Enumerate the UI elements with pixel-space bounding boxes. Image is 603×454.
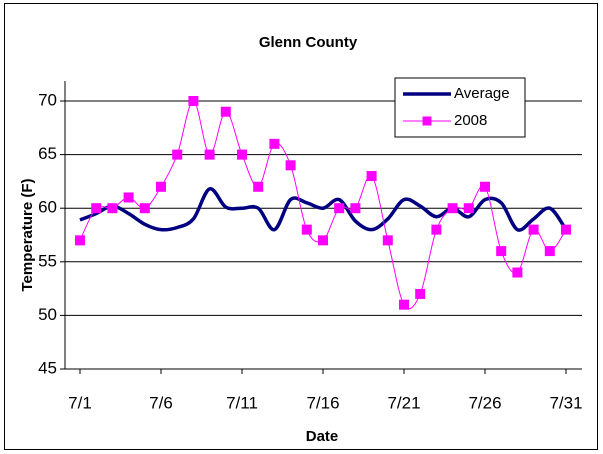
y-tick-label: 50	[38, 305, 57, 324]
chart-frame	[4, 3, 598, 450]
marker	[204, 149, 215, 160]
marker	[512, 267, 523, 278]
marker	[431, 224, 442, 235]
y-tick-label: 70	[38, 90, 57, 109]
marker	[366, 171, 377, 182]
marker	[318, 235, 328, 246]
marker	[334, 203, 345, 214]
marker	[269, 138, 280, 149]
marker	[91, 203, 102, 214]
marker	[301, 224, 312, 235]
x-tick-label: 7/6	[149, 393, 173, 412]
marker	[528, 224, 539, 235]
y-tick-label: 55	[38, 251, 57, 270]
legend-box	[394, 77, 526, 138]
legend-marker	[422, 116, 432, 126]
x-tick-label: 7/21	[387, 393, 420, 412]
y-tick-label: 60	[38, 198, 57, 217]
x-tick-label: 7/16	[306, 393, 339, 412]
line-series	[79, 187, 568, 232]
x-axis-label: Date	[306, 428, 339, 445]
marker	[237, 149, 247, 160]
chart-title: Glenn County	[259, 34, 358, 51]
marker	[123, 192, 134, 203]
marker	[188, 96, 199, 106]
marker	[496, 246, 507, 257]
marker	[220, 106, 231, 117]
marker	[107, 203, 118, 214]
marker	[544, 246, 555, 257]
marker	[463, 203, 474, 214]
marker	[480, 181, 490, 192]
x-tick-label: 7/1	[68, 393, 92, 412]
marker	[399, 299, 409, 310]
legend-label: 2008	[454, 112, 487, 129]
marker	[285, 160, 296, 171]
y-tick-label: 65	[38, 144, 57, 163]
y-tick-label: 45	[38, 358, 57, 377]
x-tick-label: 7/11	[226, 393, 258, 412]
y-axis-label: Temperature (F)	[19, 178, 36, 291]
x-tick-label: 7/31	[549, 393, 582, 412]
marker	[253, 181, 264, 192]
marker	[156, 181, 166, 192]
marker	[139, 203, 150, 214]
x-tick-label: 7/26	[468, 393, 501, 412]
marker	[75, 235, 85, 246]
marker	[447, 203, 458, 214]
marker	[382, 235, 393, 246]
marker	[415, 288, 426, 299]
legend-label: Average	[454, 85, 510, 102]
marker	[172, 149, 183, 160]
marker	[350, 203, 361, 214]
marker	[561, 224, 571, 235]
